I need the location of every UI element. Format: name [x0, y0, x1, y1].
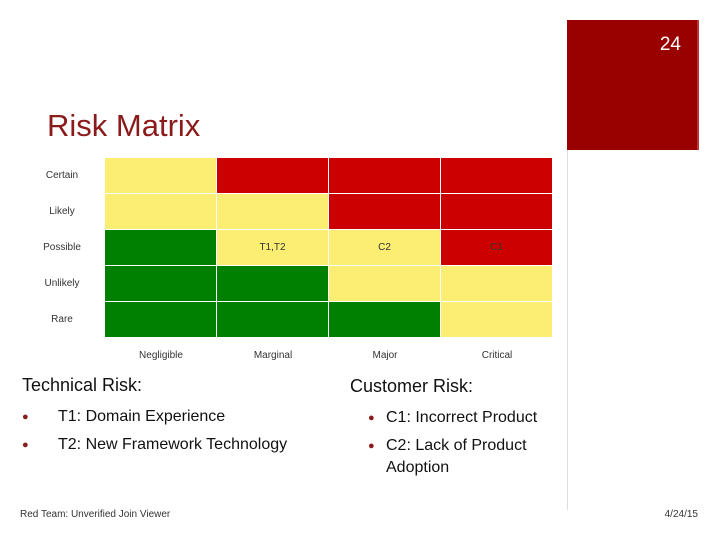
- matrix-cell: [441, 158, 553, 194]
- matrix-cell: [217, 194, 329, 230]
- bullet-item: C1: Incorrect Product: [368, 407, 565, 429]
- row-label: Likely: [49, 206, 75, 217]
- matrix-cell: [105, 194, 217, 230]
- matrix-cell: [441, 194, 553, 230]
- row-label: Possible: [43, 242, 81, 253]
- page-number: 24: [659, 34, 681, 55]
- row-label: Unlikely: [44, 278, 80, 289]
- bullet-item: C2: Lack of Product Adoption: [368, 435, 565, 479]
- matrix-cell: [105, 158, 217, 194]
- matrix-cell: [329, 194, 441, 230]
- column-label: Major: [372, 350, 398, 361]
- section-heading: Technical Risk:: [22, 375, 143, 395]
- risk-section: Technical Risk: T1: Domain Experience T2: …: [22, 375, 342, 462]
- bullet-item: T2: New Framework Technology: [22, 434, 342, 456]
- bullet-item: T1: Domain Experience: [22, 406, 342, 428]
- column-label: Marginal: [253, 350, 293, 361]
- matrix-cell: [105, 266, 217, 302]
- matrix-cell: T1,T2: [217, 230, 329, 266]
- matrix-cell: [441, 302, 553, 338]
- divider: [567, 150, 568, 510]
- matrix-cell: C2: [329, 230, 441, 266]
- matrix-cell: [329, 266, 441, 302]
- matrix-cell: [105, 302, 217, 338]
- matrix-cell: [329, 158, 441, 194]
- row-label: Certain: [45, 170, 79, 181]
- risk-section: Customer Risk: C1: Incorrect Product C2: L…: [350, 376, 565, 485]
- column-label: Critical: [481, 350, 513, 361]
- page-badge: 24: [567, 20, 699, 150]
- matrix-cell: C1: [441, 230, 553, 266]
- footer-left: Red Team: Unverified Join Viewer: [20, 509, 171, 520]
- column-label: Negligible: [139, 350, 183, 361]
- matrix-cell: [217, 158, 329, 194]
- section-heading: Customer Risk:: [350, 376, 474, 396]
- matrix-cell: [217, 302, 329, 338]
- bullet-list: C1: Incorrect Product C2: Lack of Product…: [350, 407, 565, 479]
- bullet-list: T1: Domain Experience T2: New Framework T…: [22, 406, 342, 456]
- matrix-cell: [441, 266, 553, 302]
- row-label: Rare: [51, 314, 73, 325]
- matrix-cell: [217, 266, 329, 302]
- slide-title: Risk Matrix: [47, 108, 201, 143]
- matrix-cell: [105, 230, 217, 266]
- matrix-cell: [329, 302, 441, 338]
- footer-date: 4/24/15: [664, 509, 698, 520]
